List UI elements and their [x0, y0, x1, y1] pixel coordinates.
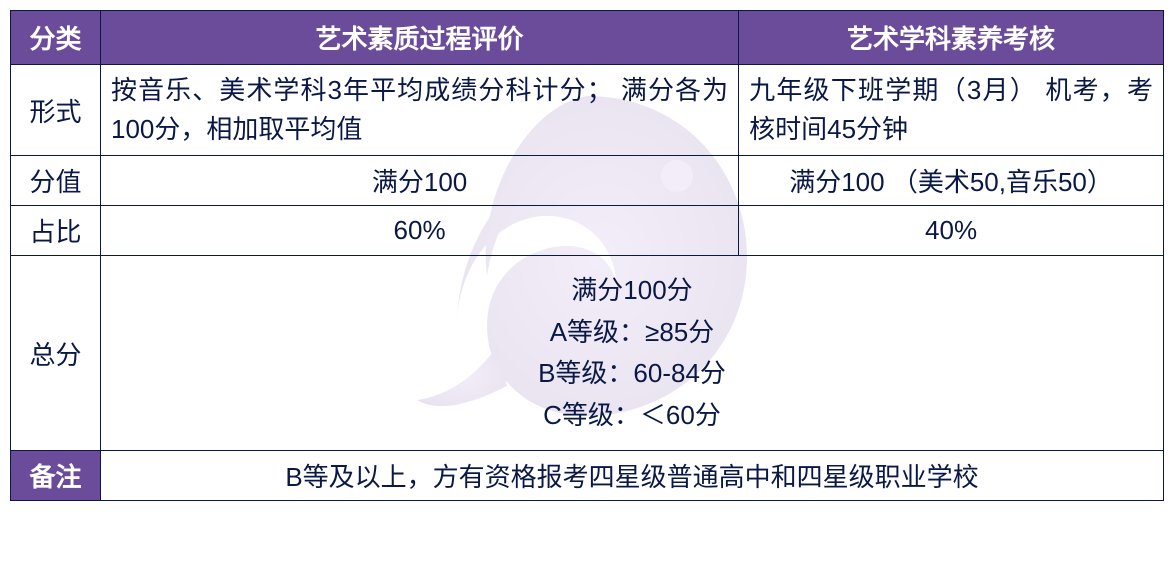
table-header-row: 分类 艺术素质过程评价 艺术学科素养考核 — [11, 11, 1164, 65]
table-row: 占比 60% 40% — [11, 206, 1164, 256]
row-total-content: 满分100分 A等级：≥85分 B等级：60-84分 C等级：＜60分 — [101, 256, 1164, 451]
total-line-full: 满分100分 — [111, 270, 1153, 312]
header-category: 分类 — [11, 11, 101, 65]
row-score-label: 分值 — [11, 156, 101, 206]
table-row: 分值 满分100 满分100 （美术50,音乐50） — [11, 156, 1164, 206]
table-row: 形式 按音乐、美术学科3年平均成绩分科计分； 满分各为100分，相加取平均值 九… — [11, 65, 1164, 156]
row-total-label: 总分 — [11, 256, 101, 451]
row-format-c2: 按音乐、美术学科3年平均成绩分科计分； 满分各为100分，相加取平均值 — [101, 65, 739, 156]
header-process-eval: 艺术素质过程评价 — [101, 11, 739, 65]
header-subject-exam: 艺术学科素养考核 — [739, 11, 1164, 65]
table-row: 备注 B等及以上，方有资格报考四星级普通高中和四星级职业学校 — [11, 451, 1164, 501]
total-line-c: C等级：＜60分 — [111, 395, 1153, 437]
row-score-c2: 满分100 — [101, 156, 739, 206]
row-format-c3: 九年级下班学期（3月） 机考，考核时间45分钟 — [739, 65, 1164, 156]
row-score-c3: 满分100 （美术50,音乐50） — [739, 156, 1164, 206]
row-note-text: B等及以上，方有资格报考四星级普通高中和四星级职业学校 — [101, 451, 1164, 501]
assessment-table: 分类 艺术素质过程评价 艺术学科素养考核 形式 按音乐、美术学科3年平均成绩分科… — [10, 10, 1164, 501]
total-line-b: B等级：60-84分 — [111, 353, 1153, 395]
row-note-label: 备注 — [11, 451, 101, 501]
row-percent-c2: 60% — [101, 206, 739, 256]
row-percent-c3: 40% — [739, 206, 1164, 256]
total-line-a: A等级：≥85分 — [111, 312, 1153, 354]
table-row: 总分 满分100分 A等级：≥85分 B等级：60-84分 C等级：＜60分 — [11, 256, 1164, 451]
table-container: 分类 艺术素质过程评价 艺术学科素养考核 形式 按音乐、美术学科3年平均成绩分科… — [10, 10, 1164, 501]
row-percent-label: 占比 — [11, 206, 101, 256]
row-format-label: 形式 — [11, 65, 101, 156]
